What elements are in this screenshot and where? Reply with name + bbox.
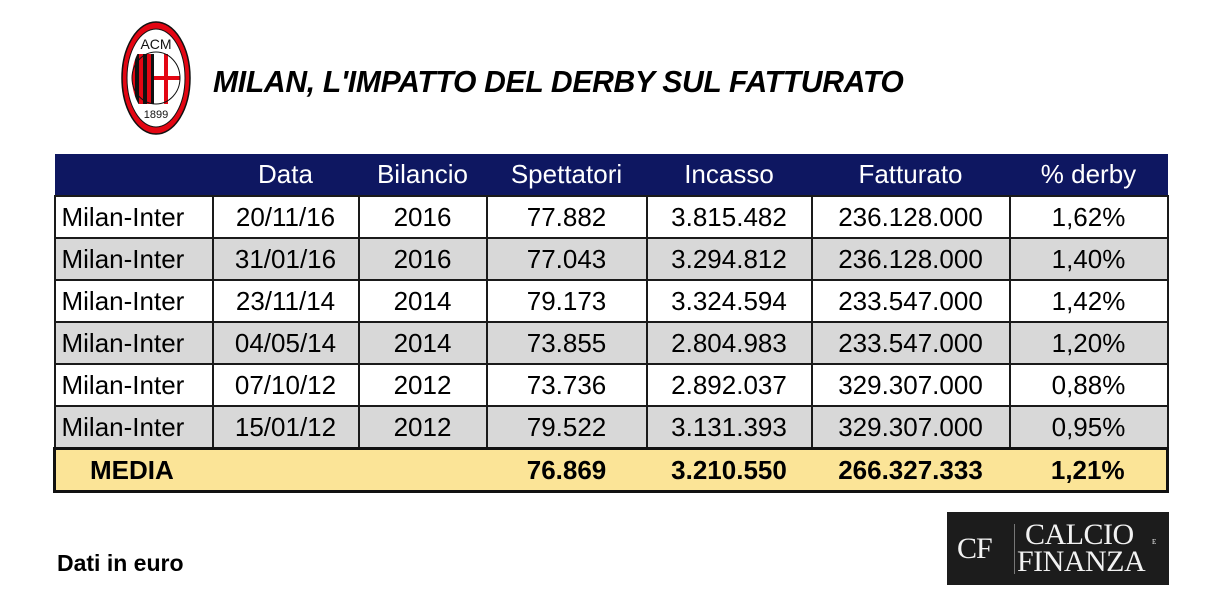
derby-pct-cell: 0,88% <box>1008 363 1169 407</box>
incasso-cell: 2.804.983 <box>645 321 813 365</box>
page-title: MILAN, L'IMPATTO DEL DERBY SUL FATTURATO <box>213 64 904 99</box>
average-incasso: 3.210.550 <box>646 447 812 493</box>
brand-small-e: E <box>1152 538 1157 546</box>
column-header-incasso: Incasso <box>646 154 812 196</box>
calcio-e-finanza-logo: CF CALCIO E FINANZA <box>947 512 1169 585</box>
spettatori-cell: 77.043 <box>485 237 648 281</box>
svg-text:1899: 1899 <box>144 109 168 121</box>
svg-text:ACM: ACM <box>140 36 171 52</box>
fatturato-cell: 233.547.000 <box>810 279 1011 323</box>
spettatori-cell: 73.855 <box>485 321 648 365</box>
column-header-spettatori: Spettatori <box>486 154 647 196</box>
derby-pct-cell: 1,62% <box>1008 195 1169 239</box>
derby-pct-cell: 0,95% <box>1008 405 1169 450</box>
average-fatturato: 266.327.333 <box>811 447 1010 493</box>
bilancio-cell: 2014 <box>357 321 488 365</box>
spettatori-cell: 79.522 <box>485 405 648 450</box>
average-derby-pct: 1,21% <box>1009 447 1169 493</box>
incasso-cell: 3.294.812 <box>645 237 813 281</box>
fatturato-cell: 329.307.000 <box>810 363 1011 407</box>
column-header-data: Data <box>212 154 359 196</box>
bilancio-cell: 2014 <box>357 279 488 323</box>
brand-divider <box>1014 524 1015 574</box>
table-row: Milan-Inter 20/11/16 2016 77.882 3.815.4… <box>53 195 1169 239</box>
derby-pct-cell: 1,20% <box>1008 321 1169 365</box>
date-cell: 23/11/14 <box>211 279 360 323</box>
date-cell: 04/05/14 <box>211 321 360 365</box>
brand-line-2: FINANZA <box>1017 545 1146 578</box>
match-cell: Milan-Inter <box>53 195 214 239</box>
fatturato-cell: 329.307.000 <box>810 405 1011 450</box>
table-row: Milan-Inter 07/10/12 2012 73.736 2.892.0… <box>53 363 1169 407</box>
match-cell: Milan-Inter <box>53 237 214 281</box>
average-label: MEDIA <box>53 447 487 493</box>
table-row: Milan-Inter 23/11/14 2014 79.173 3.324.5… <box>53 279 1169 323</box>
date-cell: 31/01/16 <box>211 237 360 281</box>
table-row: Milan-Inter 04/05/14 2014 73.855 2.804.9… <box>53 321 1169 365</box>
column-header-fatturato: Fatturato <box>811 154 1010 196</box>
derby-pct-cell: 1,40% <box>1008 237 1169 281</box>
table-row: Milan-Inter 15/01/12 2012 79.522 3.131.3… <box>53 405 1169 450</box>
date-cell: 20/11/16 <box>211 195 360 239</box>
spettatori-cell: 79.173 <box>485 279 648 323</box>
derby-revenue-table: Data Bilancio Spettatori Incasso Fattura… <box>53 154 1169 493</box>
currency-note: Dati in euro <box>57 550 184 576</box>
derby-pct-cell: 1,42% <box>1008 279 1169 323</box>
match-cell: Milan-Inter <box>53 405 214 450</box>
fatturato-cell: 236.128.000 <box>810 195 1011 239</box>
column-header-match <box>54 154 213 196</box>
bilancio-cell: 2012 <box>357 363 488 407</box>
fatturato-cell: 233.547.000 <box>810 321 1011 365</box>
average-row: MEDIA 76.869 3.210.550 266.327.333 1,21% <box>53 447 1169 493</box>
bilancio-cell: 2016 <box>357 237 488 281</box>
average-spettatori: 76.869 <box>486 447 647 493</box>
table-header-row: Data Bilancio Spettatori Incasso Fattura… <box>54 154 1168 196</box>
ac-milan-crest-icon: ACM 1899 <box>120 20 192 136</box>
table-row: Milan-Inter 31/01/16 2016 77.043 3.294.8… <box>53 237 1169 281</box>
incasso-cell: 3.815.482 <box>645 195 813 239</box>
incasso-cell: 3.324.594 <box>645 279 813 323</box>
column-header-bilancio: Bilancio <box>358 154 487 196</box>
brand-monogram: CF <box>957 532 993 565</box>
fatturato-cell: 236.128.000 <box>810 237 1011 281</box>
column-header-derby-pct: % derby <box>1009 154 1168 196</box>
bilancio-cell: 2016 <box>357 195 488 239</box>
date-cell: 07/10/12 <box>211 363 360 407</box>
spettatori-cell: 77.882 <box>485 195 648 239</box>
incasso-cell: 2.892.037 <box>645 363 813 407</box>
brand-line-1: CALCIO <box>1025 518 1134 551</box>
incasso-cell: 3.131.393 <box>645 405 813 450</box>
date-cell: 15/01/12 <box>211 405 360 450</box>
bilancio-cell: 2012 <box>357 405 488 450</box>
spettatori-cell: 73.736 <box>485 363 648 407</box>
match-cell: Milan-Inter <box>53 363 214 407</box>
match-cell: Milan-Inter <box>53 321 214 365</box>
match-cell: Milan-Inter <box>53 279 214 323</box>
